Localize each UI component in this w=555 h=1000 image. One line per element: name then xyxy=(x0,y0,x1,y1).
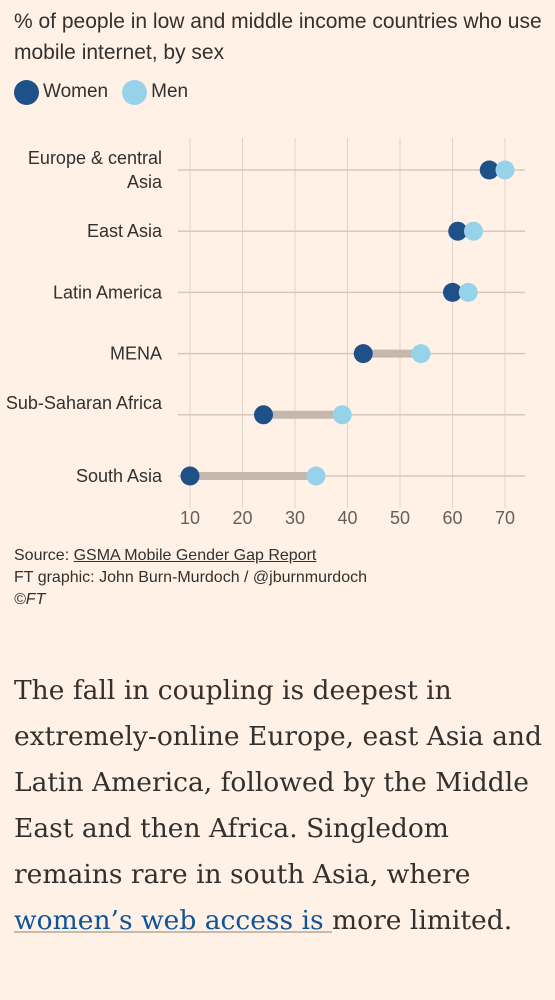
legend-item-men: Men xyxy=(122,79,189,105)
point-women xyxy=(180,466,200,486)
point-women xyxy=(353,344,373,364)
category-label: Europe & central Asia xyxy=(28,148,163,192)
point-women xyxy=(479,160,499,180)
point-women xyxy=(443,282,462,302)
source-link[interactable]: GSMA Mobile Gender Gap Report xyxy=(73,547,317,564)
point-men xyxy=(411,344,431,364)
source-prefix: Source: xyxy=(14,547,74,564)
x-tick-label: 20 xyxy=(232,508,252,528)
article-text-2: more limited. xyxy=(332,905,513,936)
x-tick-label: 30 xyxy=(285,508,305,528)
category-label: Latin America xyxy=(53,282,163,302)
chart-title: % of people in low and middle income cou… xyxy=(14,10,542,64)
point-men xyxy=(306,466,326,486)
point-women xyxy=(254,405,273,425)
x-tick-label: 40 xyxy=(337,508,357,528)
point-men xyxy=(332,405,352,425)
legend-label-women: Women xyxy=(43,81,109,102)
legend-item-women: Women xyxy=(14,79,109,105)
category-label: MENA xyxy=(110,344,162,364)
category-label: Sub-Saharan Africa xyxy=(6,393,163,413)
point-men xyxy=(495,160,515,180)
category-label: South Asia xyxy=(76,466,163,486)
article-link[interactable]: women’s web access is xyxy=(14,905,332,936)
category-label: East Asia xyxy=(87,221,163,241)
copyright: ©FT xyxy=(14,591,46,608)
legend-swatch-men xyxy=(122,79,148,105)
legend-label-men: Men xyxy=(151,81,189,102)
chart-footer: Source: GSMA Mobile Gender Gap Report FT… xyxy=(14,545,367,611)
point-women xyxy=(448,221,468,241)
x-tick-label: 70 xyxy=(495,508,515,528)
article-paragraph: The fall in coupling is deepest in extre… xyxy=(14,668,544,944)
graphic-credit: FT graphic: John Burn-Murdoch / @jburnmu… xyxy=(14,569,367,586)
point-men xyxy=(464,221,483,241)
point-men xyxy=(458,282,478,302)
legend-swatch-women xyxy=(14,79,39,105)
x-tick-label: 10 xyxy=(180,508,200,528)
x-tick-label: 60 xyxy=(442,508,462,528)
dumbbell-chart: 10 20 30 40 50 60 70 Europe & central Asia East A… xyxy=(6,138,525,528)
x-tick-label: 50 xyxy=(390,508,410,528)
legend: Women Men xyxy=(14,78,202,106)
source-line: Source: GSMA Mobile Gender Gap Report xyxy=(14,545,367,567)
article-text-1: The fall in coupling is deepest in extre… xyxy=(14,675,542,890)
